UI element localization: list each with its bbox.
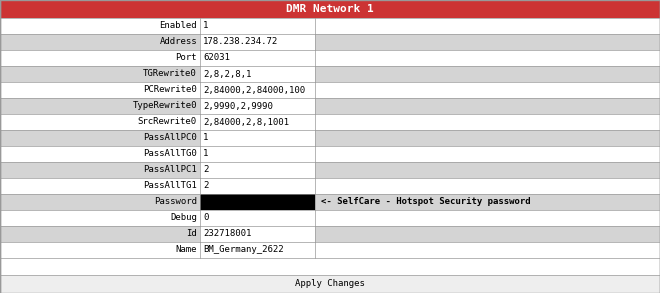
Bar (0, 210, 660, 226)
Bar (0, 50, 660, 66)
Bar (200, 178, 315, 194)
Bar (0, 18, 660, 34)
Bar (0, 0, 660, 18)
Text: 178.238.234.72: 178.238.234.72 (203, 38, 279, 47)
Bar (0, 34, 660, 50)
Bar (200, 194, 315, 210)
Bar (0, 66, 660, 82)
Text: DMR Network 1: DMR Network 1 (286, 4, 374, 14)
Text: Enabled: Enabled (159, 21, 197, 30)
Text: PassAllPC0: PassAllPC0 (143, 134, 197, 142)
Bar (200, 210, 315, 226)
Text: 0: 0 (203, 214, 209, 222)
Bar (200, 162, 315, 178)
Text: Debug: Debug (170, 214, 197, 222)
Text: <- SelfCare - Hotspot Security password: <- SelfCare - Hotspot Security password (321, 197, 531, 207)
Text: 2,84000,2,8,1001: 2,84000,2,8,1001 (203, 117, 289, 127)
Bar (200, 98, 315, 114)
Bar (0, 130, 660, 146)
Bar (0, 98, 660, 114)
Text: 2: 2 (203, 166, 209, 175)
Bar (200, 18, 315, 34)
Text: Port: Port (176, 54, 197, 62)
Text: 1: 1 (203, 134, 209, 142)
Bar (200, 66, 315, 82)
Bar (0, 194, 660, 210)
Bar (0, 275, 660, 293)
Text: PassAllPC1: PassAllPC1 (143, 166, 197, 175)
Text: 1: 1 (203, 21, 209, 30)
Bar (200, 130, 315, 146)
Bar (0, 178, 660, 194)
Bar (0, 82, 660, 98)
Text: 2,84000,2,84000,100: 2,84000,2,84000,100 (203, 86, 305, 95)
Text: TGRewrite0: TGRewrite0 (143, 69, 197, 79)
Text: Address: Address (159, 38, 197, 47)
Text: PCRewrite0: PCRewrite0 (143, 86, 197, 95)
Bar (0, 242, 660, 258)
Text: Apply Changes: Apply Changes (295, 280, 365, 289)
Text: Name: Name (176, 246, 197, 255)
Text: PassAllTG1: PassAllTG1 (143, 181, 197, 190)
Bar (0, 114, 660, 130)
Bar (200, 50, 315, 66)
Bar (200, 34, 315, 50)
Text: 2,8,2,8,1: 2,8,2,8,1 (203, 69, 251, 79)
Bar (0, 226, 660, 242)
Bar (200, 146, 315, 162)
Bar (200, 82, 315, 98)
Text: BM_Germany_2622: BM_Germany_2622 (203, 246, 284, 255)
Text: PassAllTG0: PassAllTG0 (143, 149, 197, 159)
Text: Password: Password (154, 197, 197, 207)
Bar (200, 242, 315, 258)
Bar (200, 226, 315, 242)
Bar (0, 146, 660, 162)
Text: Id: Id (186, 229, 197, 239)
Text: 1: 1 (203, 149, 209, 159)
Text: 232718001: 232718001 (203, 229, 251, 239)
Text: 2,9990,2,9990: 2,9990,2,9990 (203, 101, 273, 110)
Text: 62031: 62031 (203, 54, 230, 62)
Bar (200, 114, 315, 130)
Bar (0, 162, 660, 178)
Text: TypeRewrite0: TypeRewrite0 (133, 101, 197, 110)
Text: SrcRewrite0: SrcRewrite0 (138, 117, 197, 127)
Text: 2: 2 (203, 181, 209, 190)
